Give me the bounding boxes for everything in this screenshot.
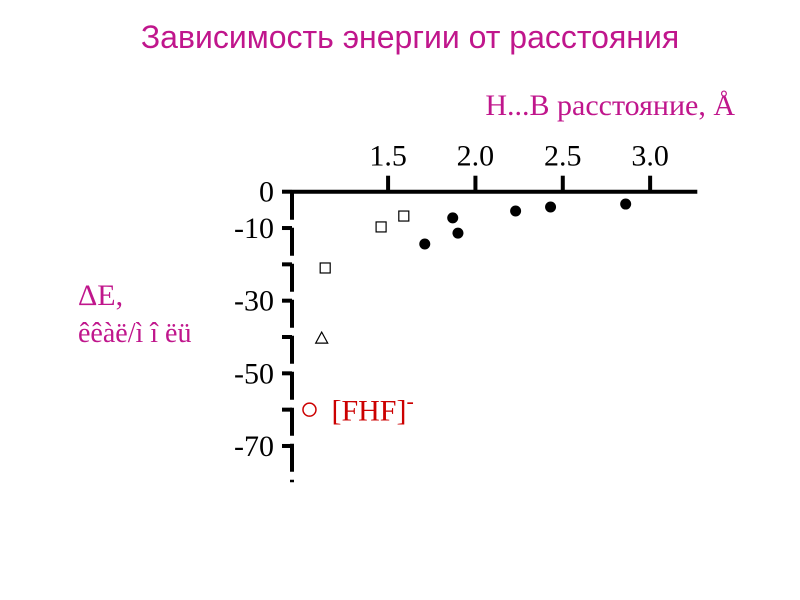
data-point xyxy=(545,201,557,213)
x-tick-label: 1.5 xyxy=(369,140,407,173)
data-point xyxy=(419,238,431,250)
y-tick-label: -30 xyxy=(234,285,274,318)
y-axis-label: êêàë/ì î ëü xyxy=(78,318,191,349)
data-point xyxy=(398,210,410,222)
x-axis-label: H...B расстояние, Å xyxy=(485,89,735,122)
y-axis-label: ΔE, xyxy=(78,279,123,312)
data-point xyxy=(319,262,331,274)
y-tick-label: -10 xyxy=(234,212,274,245)
annotation-superscript: - xyxy=(406,389,413,414)
y-tick-label: 0 xyxy=(259,176,274,209)
x-tick-label: 3.0 xyxy=(631,140,669,173)
data-point xyxy=(452,227,464,239)
y-tick-label: -50 xyxy=(234,357,274,390)
annotation: [FHF]- xyxy=(331,389,413,428)
annotation-text: [FHF] xyxy=(331,395,406,428)
data-point xyxy=(510,205,522,217)
data-point xyxy=(447,212,459,224)
data-point xyxy=(620,198,632,210)
x-tick-label: 2.0 xyxy=(457,140,495,173)
y-tick-label: -70 xyxy=(234,430,274,463)
x-tick-label: 2.5 xyxy=(544,140,582,173)
chart-title: Зависимость энергии от расстояния xyxy=(141,19,679,55)
data-point xyxy=(375,221,387,233)
data-point xyxy=(314,330,329,344)
data-point xyxy=(302,402,317,417)
